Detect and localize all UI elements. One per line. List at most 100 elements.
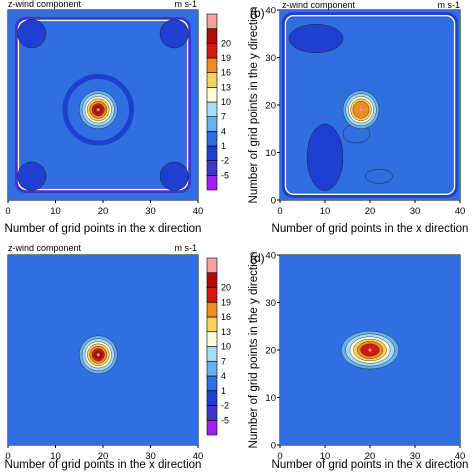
x-tick-label: 0 <box>5 451 10 462</box>
x-tick-label: 20 <box>365 206 376 217</box>
colorbar-box <box>206 272 218 288</box>
colorbar-label: 7 <box>221 356 226 366</box>
colorbar-label: 10 <box>221 97 231 107</box>
panel-d-y-ticks: 0 10 20 30 40 <box>265 251 280 452</box>
panel-b-plot <box>280 10 460 200</box>
colorbar-box <box>206 13 218 29</box>
x-tick-label: 10 <box>50 451 61 462</box>
x-tick-label: 40 <box>193 206 204 217</box>
x-tick-label: 0 <box>277 206 282 217</box>
boundary-contour-edge <box>17 19 189 191</box>
colorbar-box <box>206 257 218 274</box>
panel-a-title: z-wind component <box>8 0 82 9</box>
colorbar-box <box>206 331 218 347</box>
colorbar-box <box>206 419 218 436</box>
x-tick-label: 40 <box>455 451 466 462</box>
colorbar-box <box>206 375 218 392</box>
blob-contour <box>159 161 189 191</box>
colorbar-top: -5 -2 1 4 7 10 13 16 19 20 <box>206 13 231 191</box>
colorbar-box <box>206 145 218 161</box>
colorbar-bottom: -5 -2 1 4 7 10 13 16 19 20 <box>206 257 231 436</box>
panel-b-xlabel: Number of grid points in the x direction <box>272 223 469 235</box>
colorbar-label: -5 <box>221 170 229 180</box>
colorbar-box <box>206 28 218 44</box>
panel-d-panel-label: (d) <box>250 251 265 265</box>
colorbar-label: 4 <box>221 371 226 381</box>
y-tick-label: 40 <box>265 251 276 262</box>
x-tick-label: 40 <box>455 206 466 217</box>
boundary-contour <box>282 12 458 198</box>
x-tick-label: 30 <box>145 206 156 217</box>
blob-contour <box>288 24 344 53</box>
colorbar-box <box>206 346 218 362</box>
y-tick-label: 30 <box>265 53 276 64</box>
colorbar-box <box>206 405 218 421</box>
panel-a-units: m s-1 <box>175 0 198 9</box>
colorbar-label: 1 <box>221 141 226 151</box>
colorbar-label: 20 <box>221 38 231 48</box>
colorbar-box <box>206 360 218 377</box>
colorbar-box <box>206 116 218 132</box>
panel-c: z-wind component m s-1 0 10 20 30 40 Number … <box>5 243 204 471</box>
x-tick-label: 10 <box>320 206 331 217</box>
colorbar-box <box>206 390 218 406</box>
y-tick-label: 20 <box>265 346 276 357</box>
x-tick-label: 30 <box>410 451 421 462</box>
blob-contour <box>306 123 344 191</box>
x-tick-label: 0 <box>5 206 10 217</box>
x-tick-label: 30 <box>145 451 156 462</box>
x-tick-label: 20 <box>98 206 109 217</box>
peak-center <box>359 108 363 112</box>
colorbar-label: 10 <box>221 342 231 352</box>
colorbar-label: 19 <box>221 297 231 307</box>
x-tick-label: 40 <box>193 451 204 462</box>
colorbar-box <box>206 175 218 191</box>
x-tick-label: 20 <box>365 451 376 462</box>
colorbar-box <box>206 131 218 147</box>
panel-d-xlabel: Number of grid points in the x direction <box>272 459 469 471</box>
y-tick-label: 10 <box>265 393 276 404</box>
colorbar-box <box>206 101 218 117</box>
colorbar-label: 19 <box>221 53 231 63</box>
panel-a-xlabel: Number of grid points in the x direction <box>5 223 202 235</box>
colorbar-label: 16 <box>221 312 231 322</box>
colorbar-label: 16 <box>221 68 231 78</box>
blob-contour <box>17 19 47 49</box>
x-tick-label: 30 <box>410 206 421 217</box>
panel-a-x-ticks: 0 10 20 30 40 <box>5 200 203 217</box>
colorbar-label: 13 <box>221 82 231 92</box>
panel-b-y-ticks: 0 10 20 30 40 <box>265 6 280 207</box>
blob-contour <box>17 161 47 191</box>
colorbar-box <box>206 160 218 176</box>
y-tick-label: 0 <box>271 441 276 452</box>
peak-center <box>96 353 100 357</box>
panel-c-units: m s-1 <box>175 243 198 253</box>
colorbar-box <box>206 316 218 333</box>
peak-center <box>96 108 100 112</box>
colorbar-label: -2 <box>221 156 229 166</box>
colorbar-label: 20 <box>221 283 231 293</box>
y-tick-label: 10 <box>265 148 276 159</box>
y-tick-label: 0 <box>271 196 276 207</box>
panel-c-xlabel: Number of grid points in the x direction <box>5 459 202 471</box>
panel-a-plot <box>8 10 198 200</box>
y-tick-label: 30 <box>265 298 276 309</box>
colorbar-box <box>206 57 218 73</box>
colorbar-box <box>206 43 218 59</box>
boundary-contour <box>15 17 191 193</box>
colorbar-label: -5 <box>221 415 229 425</box>
panel-d-ylabel: Number of grid points in the y direction <box>248 252 260 449</box>
colorbar-box <box>206 301 218 318</box>
x-tick-label: 10 <box>50 206 61 217</box>
panel-b-units: m s-1 <box>438 0 461 10</box>
panel-c-title: z-wind component <box>8 243 82 253</box>
panel-c-plot <box>8 255 198 445</box>
panel-d: (d) 0 10 20 30 40 0 10 20 30 40 Number of grid p… <box>248 251 468 472</box>
colorbar-label: 4 <box>221 126 226 136</box>
colorbar-box <box>206 287 218 303</box>
colorbar-box <box>206 87 218 103</box>
blob-contour <box>159 19 189 49</box>
panel-c-x-ticks: 0 10 20 30 40 <box>5 445 203 462</box>
peak-center <box>368 348 372 352</box>
colorbar-label: -2 <box>221 401 229 411</box>
